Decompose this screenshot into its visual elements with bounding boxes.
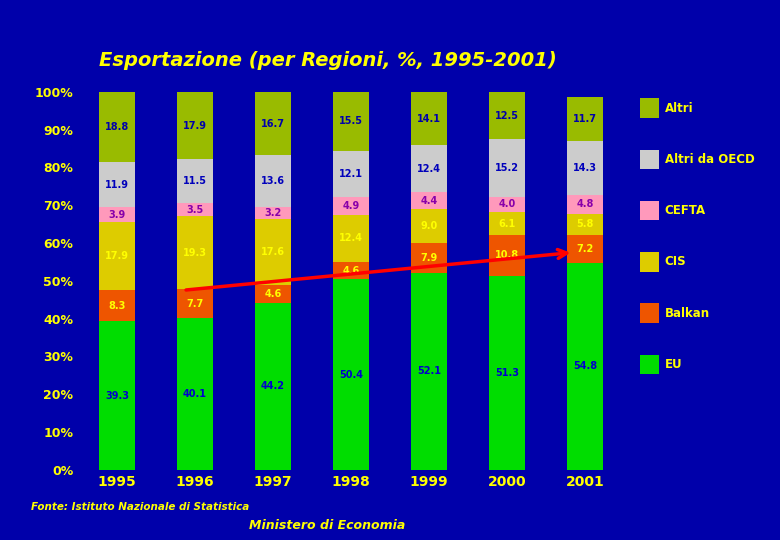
Bar: [568, 235, 603, 262]
Bar: [255, 156, 290, 207]
Text: 6.1: 6.1: [498, 219, 516, 228]
Bar: [334, 279, 369, 470]
Bar: [255, 207, 290, 219]
Bar: [568, 195, 603, 213]
Text: 3.5: 3.5: [186, 205, 204, 214]
Bar: [412, 192, 446, 209]
Text: Altri: Altri: [665, 102, 693, 114]
Bar: [490, 235, 525, 276]
Text: 5.8: 5.8: [576, 219, 594, 230]
Text: 7.2: 7.2: [576, 244, 594, 254]
Bar: [568, 262, 603, 470]
Bar: [255, 303, 290, 470]
Text: 11.7: 11.7: [573, 114, 597, 124]
Bar: [100, 222, 135, 290]
Bar: [334, 215, 369, 262]
Bar: [100, 91, 135, 163]
Text: 10.8: 10.8: [495, 251, 519, 260]
Bar: [255, 219, 290, 285]
Text: 15.5: 15.5: [339, 117, 363, 126]
Text: CEFTA: CEFTA: [665, 204, 706, 217]
Text: 3.2: 3.2: [264, 208, 282, 218]
Bar: [100, 163, 135, 207]
Bar: [412, 145, 446, 192]
Text: 50.4: 50.4: [339, 369, 363, 380]
Bar: [334, 151, 369, 197]
Text: 4.6: 4.6: [342, 266, 360, 275]
Text: 44.2: 44.2: [261, 381, 285, 391]
Text: 4.9: 4.9: [342, 201, 360, 211]
Bar: [490, 92, 525, 139]
Bar: [334, 92, 369, 151]
Bar: [177, 318, 212, 470]
Bar: [177, 289, 212, 318]
Text: 19.3: 19.3: [183, 248, 207, 258]
Bar: [177, 216, 212, 289]
Text: 17.9: 17.9: [105, 251, 129, 261]
Bar: [255, 92, 290, 156]
Bar: [177, 92, 212, 159]
Text: 40.1: 40.1: [183, 389, 207, 399]
Bar: [490, 139, 525, 197]
Text: 17.9: 17.9: [183, 120, 207, 131]
Text: 52.1: 52.1: [417, 366, 441, 376]
Bar: [568, 141, 603, 195]
Text: 13.6: 13.6: [261, 176, 285, 186]
Bar: [100, 290, 135, 321]
Bar: [255, 285, 290, 303]
Text: 39.3: 39.3: [105, 390, 129, 401]
Text: 7.7: 7.7: [186, 299, 204, 309]
Bar: [334, 197, 369, 215]
Text: Altri da OECD: Altri da OECD: [665, 153, 754, 166]
Text: Balkan: Balkan: [665, 307, 710, 320]
Bar: [490, 197, 525, 212]
Text: 18.8: 18.8: [105, 122, 129, 132]
Text: 12.4: 12.4: [417, 164, 441, 174]
Bar: [177, 203, 212, 216]
Text: 54.8: 54.8: [573, 361, 597, 371]
Bar: [412, 243, 446, 273]
Text: Fonte: Istituto Nazionale di Statistica: Fonte: Istituto Nazionale di Statistica: [31, 502, 250, 512]
Text: 11.5: 11.5: [183, 176, 207, 186]
Text: 12.1: 12.1: [339, 168, 363, 179]
Bar: [568, 97, 603, 141]
Text: Ministero di Economia: Ministero di Economia: [250, 519, 406, 532]
Text: EU: EU: [665, 358, 682, 371]
Text: 14.3: 14.3: [573, 163, 597, 173]
Text: 7.9: 7.9: [420, 253, 438, 263]
Bar: [412, 273, 446, 470]
Text: 4.8: 4.8: [576, 199, 594, 210]
Text: 15.2: 15.2: [495, 163, 519, 173]
Text: 8.3: 8.3: [108, 301, 126, 310]
Text: 4.6: 4.6: [264, 289, 282, 299]
Bar: [568, 213, 603, 235]
Bar: [100, 207, 135, 222]
Bar: [100, 321, 135, 470]
Text: Esportazione (per Regioni, %, 1995-2001): Esportazione (per Regioni, %, 1995-2001): [99, 51, 556, 70]
Text: 4.0: 4.0: [498, 199, 516, 210]
Text: 12.5: 12.5: [495, 111, 519, 121]
Text: CIS: CIS: [665, 255, 686, 268]
Bar: [412, 209, 446, 243]
Bar: [490, 276, 525, 470]
Text: 17.6: 17.6: [261, 247, 285, 257]
Text: 9.0: 9.0: [420, 221, 438, 231]
Text: 4.4: 4.4: [420, 195, 438, 206]
Text: 11.9: 11.9: [105, 180, 129, 190]
Bar: [490, 212, 525, 235]
Bar: [177, 159, 212, 203]
Bar: [334, 262, 369, 279]
Text: 16.7: 16.7: [261, 119, 285, 129]
Text: 12.4: 12.4: [339, 233, 363, 244]
Text: 14.1: 14.1: [417, 114, 441, 124]
Bar: [412, 92, 446, 145]
Text: 3.9: 3.9: [108, 210, 126, 220]
Text: 51.3: 51.3: [495, 368, 519, 378]
